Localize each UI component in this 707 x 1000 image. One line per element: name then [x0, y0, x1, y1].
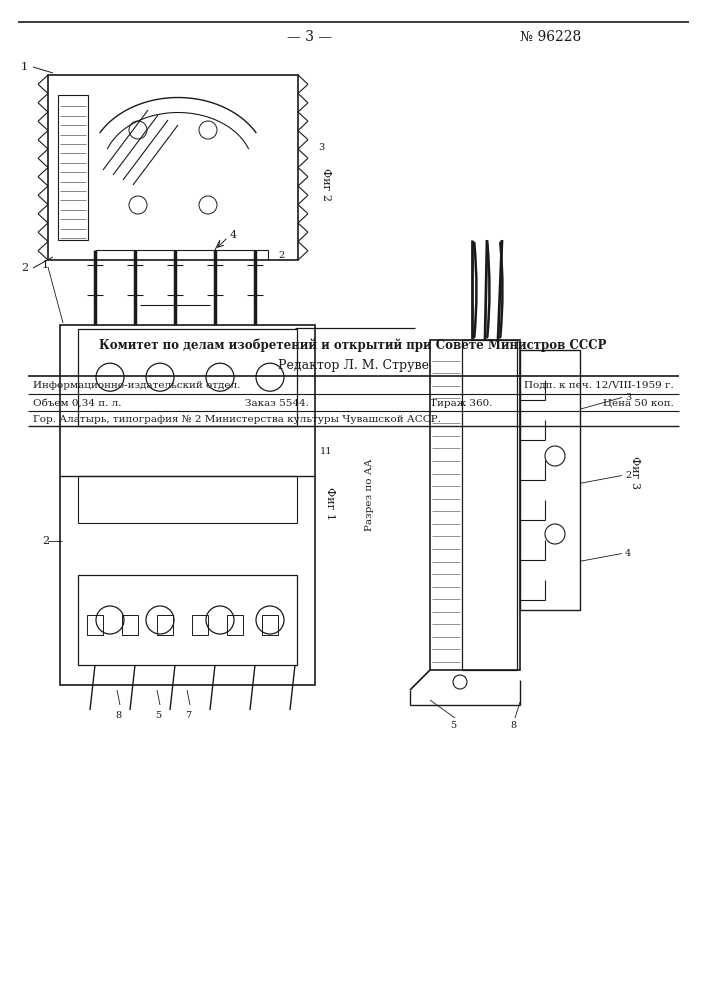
Text: Фиг 3: Фиг 3 [630, 456, 640, 489]
Text: 2: 2 [21, 263, 28, 273]
Bar [262, 615, 278, 635]
Text: 2: 2 [278, 250, 284, 259]
Bar [78, 476, 297, 523]
Bar [48, 75, 298, 260]
Bar [227, 615, 243, 635]
Text: Цена 50 коп.: Цена 50 коп. [603, 398, 674, 408]
Text: 1: 1 [21, 62, 28, 72]
Text: Подп. к печ. 12/VIII-1959 г.: Подп. к печ. 12/VIII-1959 г. [525, 380, 674, 389]
Bar [520, 350, 580, 610]
Bar [60, 325, 315, 685]
Text: Гор. Алатырь, типография № 2 Министерства культуры Чувашской АССР.: Гор. Алатырь, типография № 2 Министерств… [33, 414, 441, 424]
Bar [430, 340, 520, 670]
Text: 8: 8 [115, 710, 121, 720]
Text: 2: 2 [625, 471, 631, 480]
Bar [157, 615, 173, 635]
Bar [58, 95, 88, 240]
Text: 3: 3 [625, 393, 631, 402]
Text: 4: 4 [625, 549, 631, 558]
Text: 8: 8 [510, 720, 516, 730]
Text: 3: 3 [318, 143, 325, 152]
Text: 2: 2 [42, 536, 49, 546]
Bar [192, 615, 208, 635]
Text: — 3 —: — 3 — [287, 30, 332, 44]
Text: Информационно-издательский отдел.: Информационно-издательский отдел. [33, 380, 240, 389]
Text: Объем 0,34 п. л.: Объем 0,34 п. л. [33, 398, 122, 408]
Bar [78, 329, 297, 426]
Text: Фиг 1: Фиг 1 [325, 487, 335, 520]
Text: 11: 11 [320, 446, 332, 456]
Text: Фиг 2: Фиг 2 [321, 168, 331, 201]
Text: 4: 4 [230, 230, 237, 240]
Bar [122, 615, 138, 635]
Bar [78, 575, 297, 665]
Text: Редактор Л. М. Струве: Редактор Л. М. Струве [278, 359, 428, 371]
Text: Разрез по АА: Разрез по АА [366, 459, 375, 531]
Bar [462, 340, 517, 670]
Text: 5: 5 [450, 720, 456, 730]
Bar [87, 615, 103, 635]
Text: № 96228: № 96228 [520, 30, 581, 44]
Text: Заказ 5544.: Заказ 5544. [245, 398, 309, 408]
Text: 1: 1 [42, 260, 49, 270]
Text: Тираж 360.: Тираж 360. [430, 398, 493, 408]
Text: Комитет по делам изобретений и открытий при Совете Министров СССР: Комитет по делам изобретений и открытий … [99, 338, 607, 352]
Text: 5: 5 [155, 710, 161, 720]
Text: 7: 7 [185, 710, 192, 720]
